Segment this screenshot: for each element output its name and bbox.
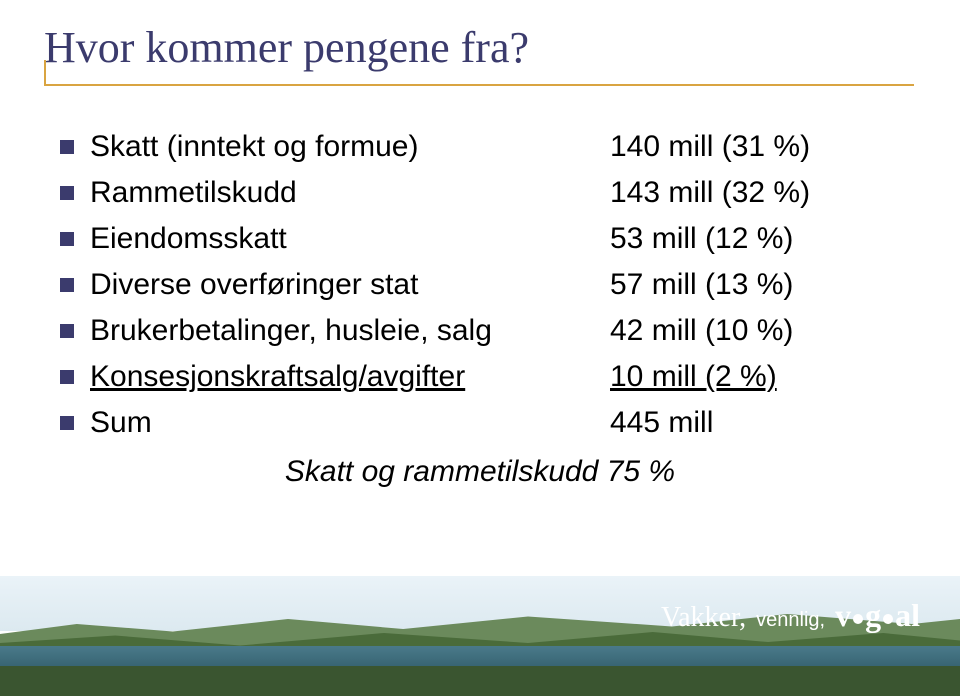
bullet-icon: [60, 278, 74, 292]
logo-part: v: [835, 597, 851, 633]
row-label: Skatt (inntekt og formue): [90, 130, 610, 164]
row-value: 140 mill (31 %): [610, 130, 910, 164]
footer-logo: vgal: [835, 597, 920, 634]
list-item: Skatt (inntekt og formue)140 mill (31 %): [60, 130, 900, 164]
row-label: Rammetilskudd: [90, 176, 610, 210]
logo-part: g: [865, 597, 881, 633]
row-value: 10 mill (2 %): [610, 360, 910, 394]
row-value: 42 mill (10 %): [610, 314, 910, 348]
logo-dot-icon: [853, 614, 863, 624]
footer-word2: vennlig,: [756, 609, 825, 632]
row-value: 57 mill (13 %): [610, 268, 910, 302]
list-item: Konsesjonskraftsalg/avgifter10 mill (2 %…: [60, 360, 900, 394]
row-label: Konsesjonskraftsalg/avgifter: [90, 360, 610, 394]
row-label: Eiendomsskatt: [90, 222, 610, 256]
slide-title: Hvor kommer pengene fra?: [44, 22, 529, 73]
row-value: 143 mill (32 %): [610, 176, 910, 210]
title-tick: [44, 60, 46, 84]
bullet-icon: [60, 186, 74, 200]
title-underline: [44, 84, 914, 86]
bullet-icon: [60, 370, 74, 384]
list-item: Rammetilskudd143 mill (32 %): [60, 176, 900, 210]
row-value: 445 mill: [610, 406, 910, 440]
slide: Hvor kommer pengene fra? Skatt (inntekt …: [0, 0, 960, 696]
summary-text: Skatt og rammetilskudd 75 %: [0, 455, 960, 489]
bullet-icon: [60, 416, 74, 430]
list-item: Diverse overføringer stat57 mill (13 %): [60, 268, 900, 302]
list-item: Sum445 mill: [60, 406, 900, 440]
list-item: Brukerbetalinger, husleie, salg42 mill (…: [60, 314, 900, 348]
bullet-icon: [60, 324, 74, 338]
row-label: Diverse overføringer stat: [90, 268, 610, 302]
row-value: 53 mill (12 %): [610, 222, 910, 256]
logo-part: a: [895, 597, 911, 633]
logo-part: l: [911, 597, 920, 633]
content-list: Skatt (inntekt og formue)140 mill (31 %)…: [60, 130, 900, 452]
footer-text: Vakker, vennlig, vgal: [661, 597, 920, 634]
list-item: Eiendomsskatt53 mill (12 %): [60, 222, 900, 256]
footer-word1: Vakker,: [661, 602, 746, 634]
shore: [0, 666, 960, 696]
bullet-icon: [60, 140, 74, 154]
row-label: Brukerbetalinger, husleie, salg: [90, 314, 610, 348]
row-label: Sum: [90, 406, 610, 440]
bullet-icon: [60, 232, 74, 246]
footer-landscape: Vakker, vennlig, vgal: [0, 576, 960, 696]
logo-dot-icon: [883, 614, 893, 624]
